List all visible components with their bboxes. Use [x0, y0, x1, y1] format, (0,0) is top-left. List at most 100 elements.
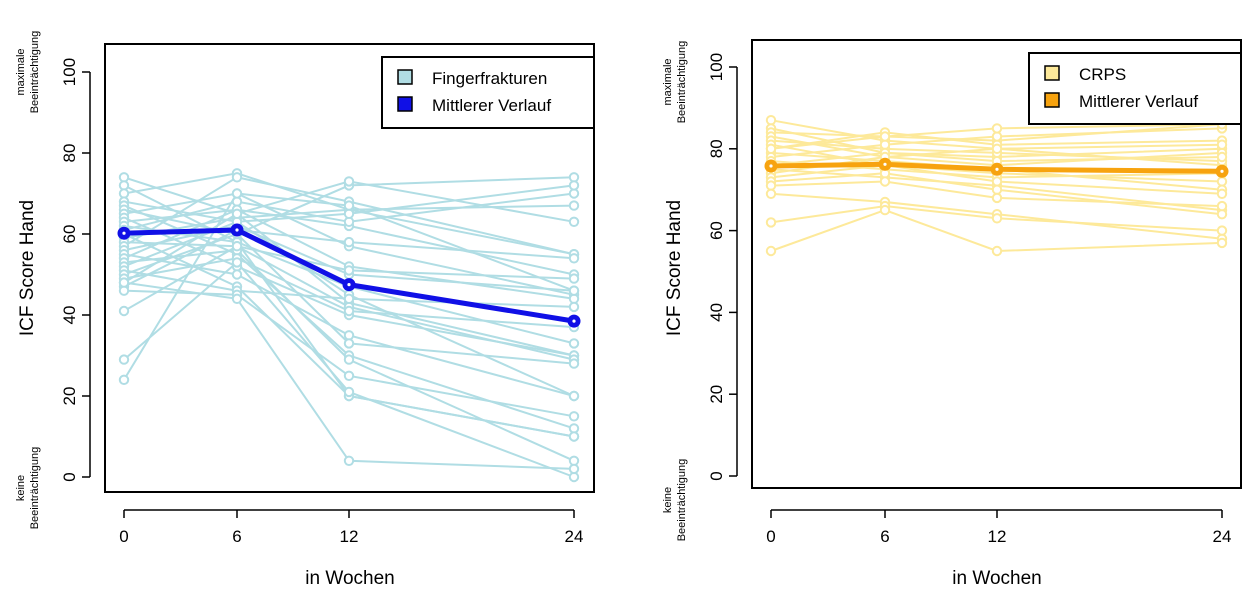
y-tick-label: 100	[60, 58, 79, 86]
individual-line	[123, 176, 575, 236]
individual-point	[231, 241, 243, 252]
individual-point	[231, 208, 243, 220]
y-tick-label: 20	[60, 387, 79, 406]
individual-point	[568, 358, 580, 369]
individual-line	[770, 139, 1223, 163]
legend-label-mean: Mittlerer Verlauf	[1079, 92, 1198, 111]
y-tick-label: 80	[707, 139, 726, 158]
mean-point-center	[122, 231, 126, 235]
individual-point	[343, 354, 355, 365]
individual-point	[231, 293, 243, 304]
individual-point	[231, 188, 243, 199]
x-tick-label: 0	[119, 527, 128, 546]
y-axis-title: ICF Score Hand	[17, 200, 38, 336]
legend: CRPS Mittlerer Verlauf	[1028, 52, 1242, 125]
individual-point	[118, 374, 130, 385]
individual-point	[765, 180, 777, 191]
individual-point	[343, 338, 355, 349]
individual-line	[123, 172, 575, 256]
individual-point	[343, 386, 355, 398]
individual-line	[123, 232, 575, 365]
individual-point	[765, 217, 777, 228]
individual-points	[765, 115, 1228, 257]
y-tick-label: 80	[60, 144, 79, 163]
individual-line	[770, 192, 1223, 240]
y-top-note-line2: Beeinträchtigung	[676, 41, 688, 124]
individual-point	[343, 305, 355, 317]
mean-point-center	[235, 228, 239, 232]
individual-point	[1216, 176, 1228, 187]
individual-point	[765, 245, 777, 257]
individual-line	[770, 151, 1223, 167]
individual-point	[1216, 151, 1228, 163]
x-axis: 0 6 12 24	[766, 509, 1232, 546]
individual-point	[1216, 225, 1228, 236]
individual-point	[991, 143, 1003, 155]
individual-point	[1216, 139, 1228, 150]
individual-line	[123, 192, 575, 296]
individual-point	[991, 213, 1003, 224]
individual-line	[770, 164, 1223, 195]
individual-point	[343, 370, 355, 381]
individual-line	[770, 127, 1223, 158]
individual-point	[568, 463, 580, 475]
y-tick-label: 20	[707, 385, 726, 404]
y-axis-title: ICF Score Hand	[664, 200, 685, 336]
individual-point	[568, 338, 580, 349]
individual-point	[343, 236, 355, 248]
individual-point	[568, 216, 580, 228]
individual-lines	[770, 119, 1223, 253]
legend-label-individual: CRPS	[1079, 65, 1126, 84]
individual-point	[568, 200, 580, 211]
legend-swatch-mean	[397, 96, 413, 112]
individual-line	[770, 180, 1223, 208]
y-bottom-note-line2: Beeinträchtigung	[676, 459, 688, 542]
legend-swatch-mean	[1044, 92, 1060, 108]
individual-point	[991, 192, 1003, 204]
individual-point	[343, 208, 355, 220]
individual-point	[343, 265, 355, 276]
individual-point	[231, 172, 243, 183]
legend-box	[381, 56, 595, 129]
mean-series	[117, 223, 581, 328]
individual-line	[123, 216, 575, 357]
individual-point	[568, 390, 580, 402]
y-tick-label: 60	[60, 225, 79, 244]
y-top-note-line1: maximale	[662, 58, 674, 105]
x-tick-label: 24	[565, 527, 584, 546]
individual-point	[118, 277, 130, 288]
chart-crps: 0 6 12 24 0 20 40 60 80 100 in Wochen ICF Score …	[662, 39, 1242, 589]
individual-points	[118, 168, 580, 483]
individual-line	[770, 123, 1223, 150]
mean-series	[764, 157, 1229, 178]
legend-label-individual: Fingerfrakturen	[432, 69, 547, 88]
individual-point	[1216, 200, 1228, 212]
x-tick-label: 6	[232, 527, 241, 546]
individual-line	[123, 260, 575, 478]
y-axis: 0 20 40 60 80 100	[60, 58, 91, 482]
y-tick-label: 40	[707, 303, 726, 322]
y-bottom-note-line1: keine	[662, 487, 674, 513]
x-tick-label: 12	[988, 527, 1007, 546]
legend-label-mean: Mittlerer Verlauf	[432, 96, 551, 115]
individual-line	[123, 184, 575, 268]
x-tick-label: 24	[1213, 527, 1232, 546]
x-axis: 0 6 12 24	[119, 509, 584, 546]
individual-lines	[123, 172, 575, 478]
mean-point-center	[572, 319, 576, 323]
plot-box	[104, 43, 595, 493]
y-top-note-line2: Beeinträchtigung	[29, 31, 41, 114]
individual-point	[1216, 188, 1228, 200]
legend-swatch-individual	[397, 69, 413, 85]
y-tick-label: 0	[707, 471, 726, 480]
mean-line	[123, 227, 575, 324]
individual-line	[123, 192, 575, 381]
x-axis-title: in Wochen	[952, 568, 1041, 589]
individual-point	[991, 123, 1003, 134]
mean-point-center	[883, 162, 887, 166]
individual-line	[123, 176, 575, 256]
y-tick-label: 40	[60, 306, 79, 325]
individual-point	[568, 285, 580, 296]
x-tick-label: 0	[766, 527, 775, 546]
individual-line	[770, 209, 1223, 253]
